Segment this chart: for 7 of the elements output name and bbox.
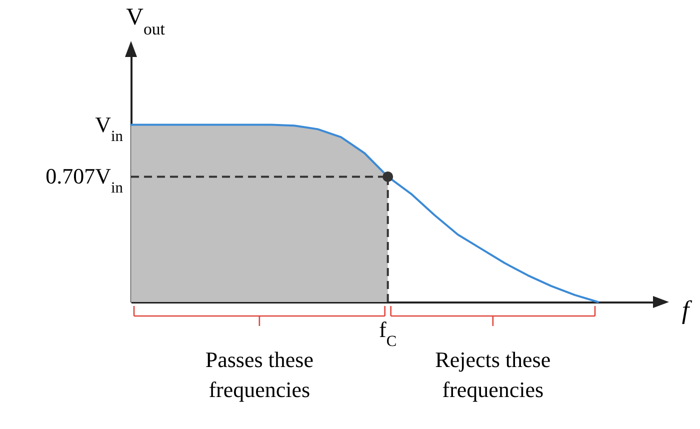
text: f$_{C}$ [379,317,397,350]
x-axis-title: f [682,296,693,324]
annotation: V$_{in}$ [95,112,124,144]
annotation: 0.707V$_{in}$ [46,164,124,196]
text: Rejects these frequencies [435,347,551,402]
text: Passes these frequencies [205,347,314,402]
y-axis-title: V$_{out}$ [126,4,166,38]
